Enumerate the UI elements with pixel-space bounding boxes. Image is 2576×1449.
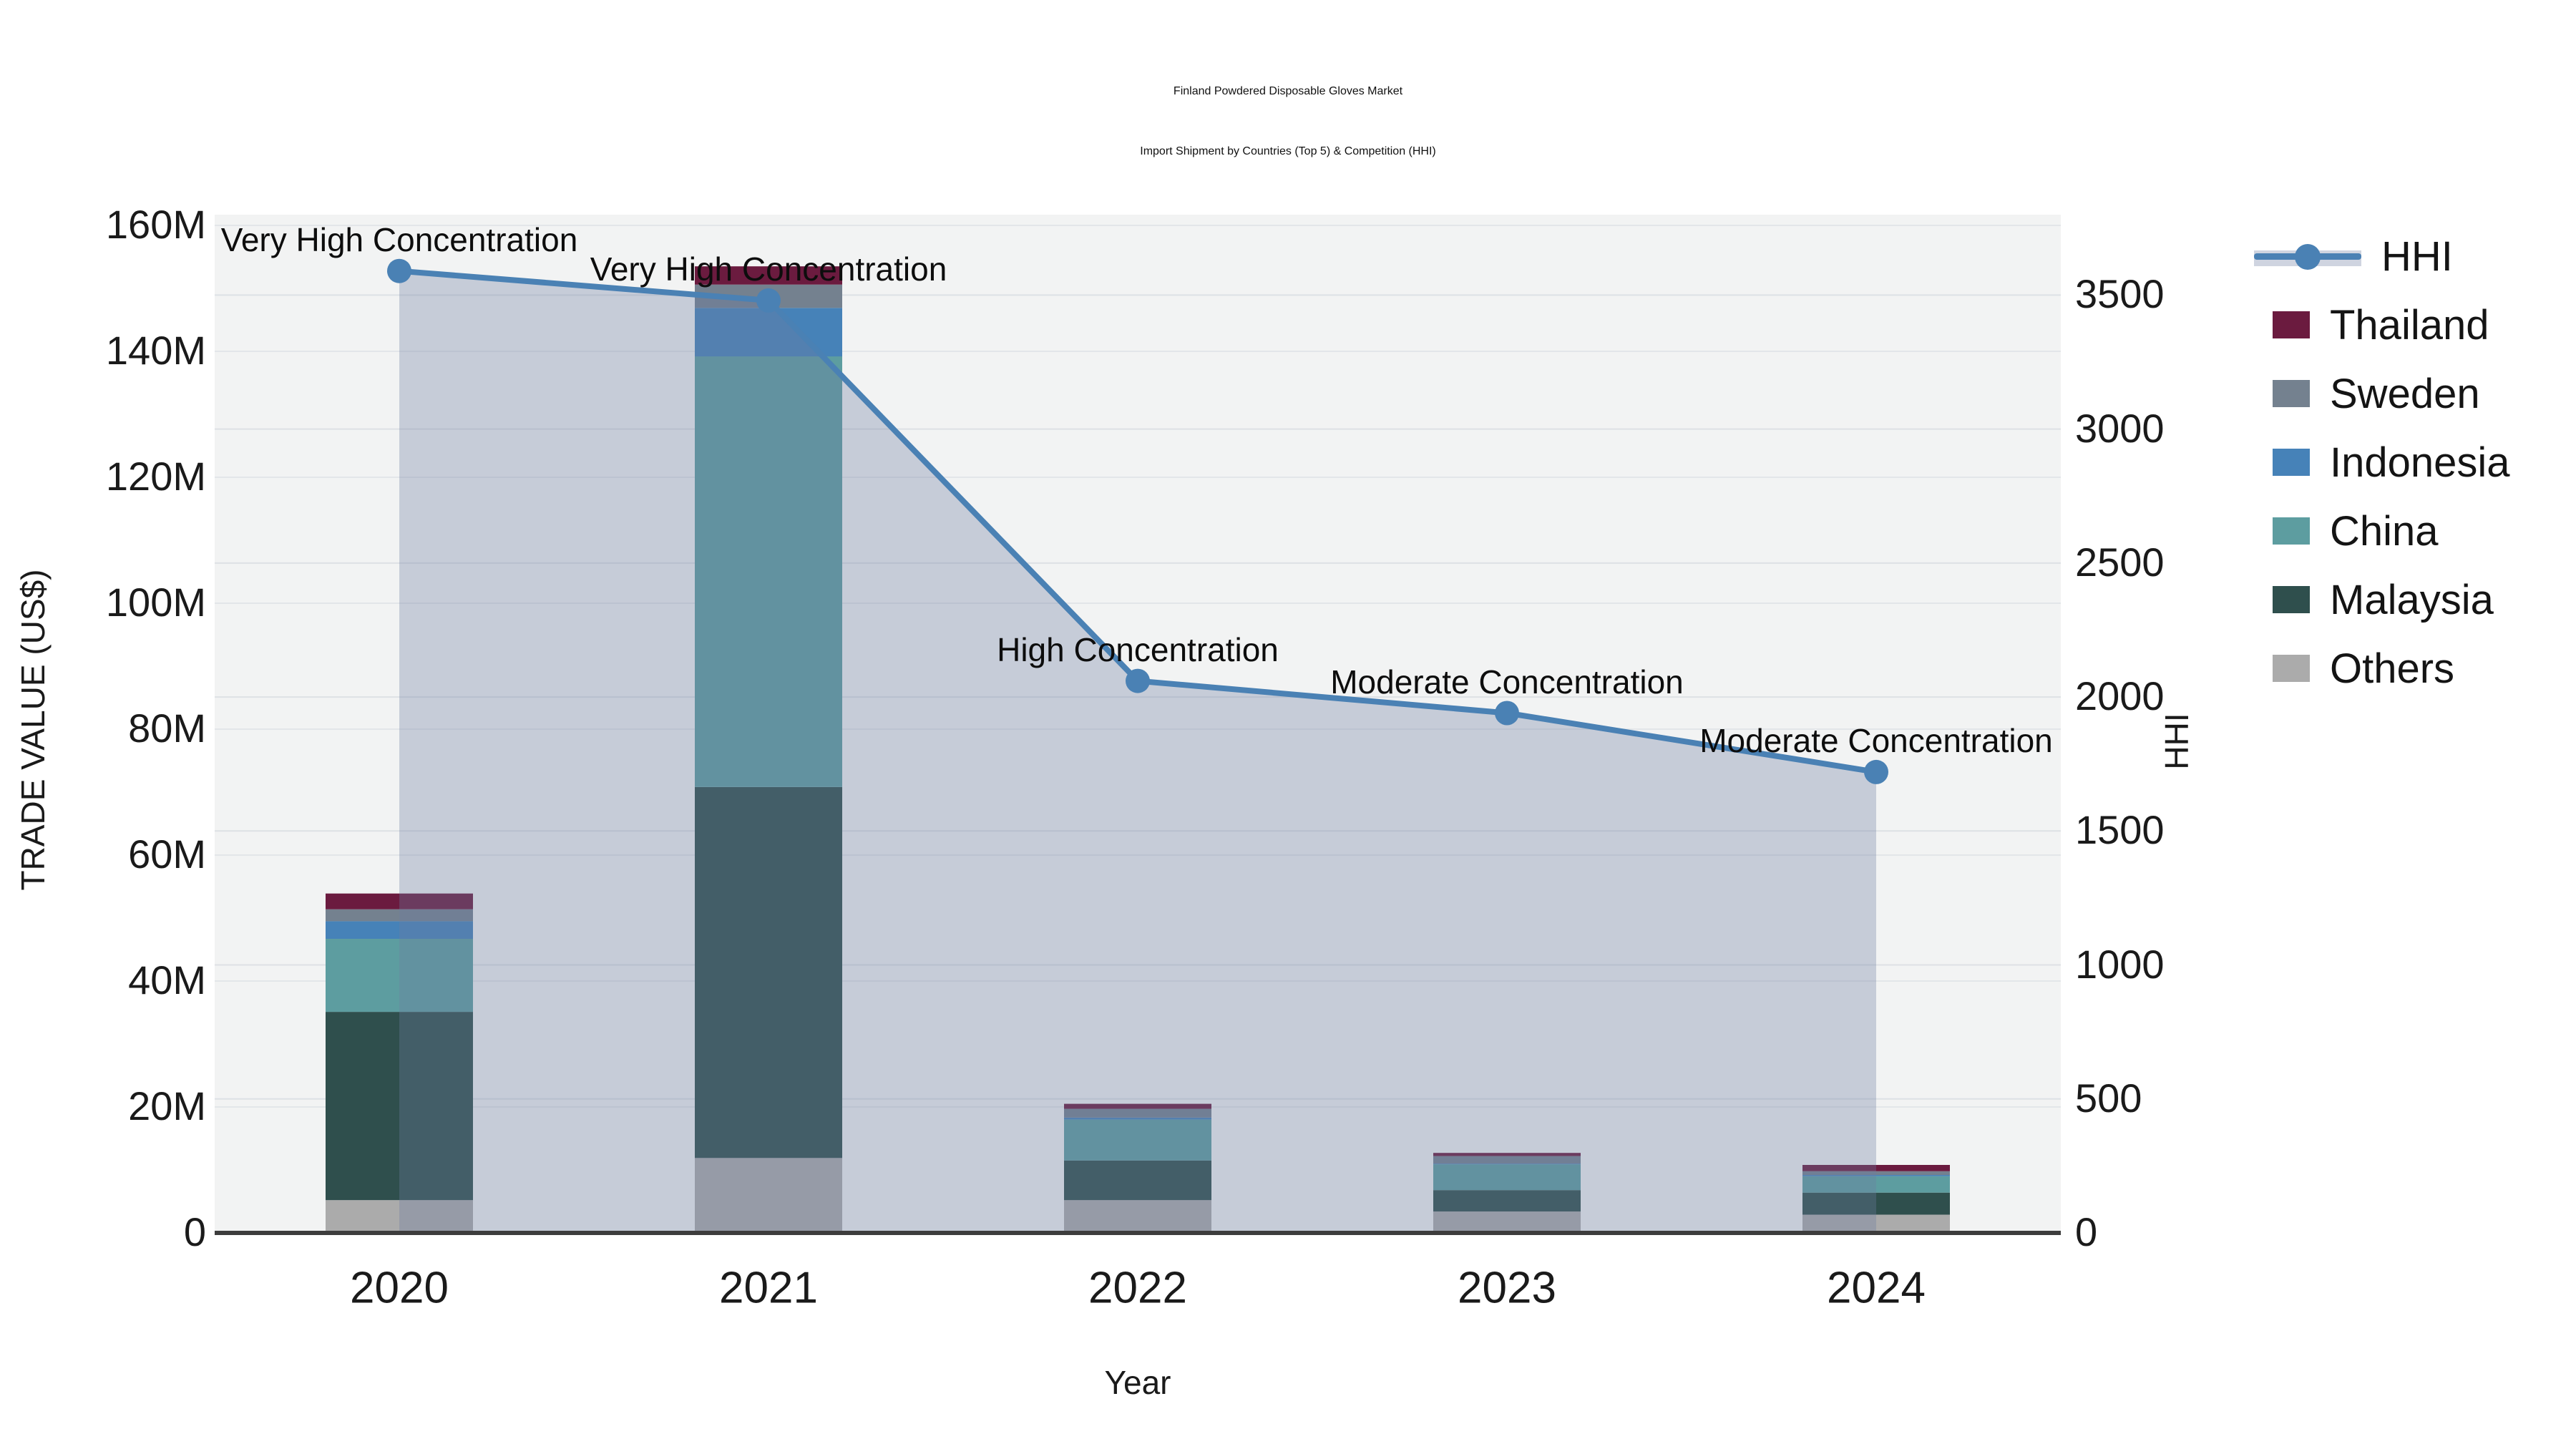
legend-swatch-china	[2273, 517, 2310, 545]
bar-segment-thailand-2022[interactable]	[1064, 1103, 1211, 1109]
legend-label: Others	[2330, 645, 2455, 692]
hhi-marker-2022[interactable]	[1126, 668, 1150, 693]
chart-title-line2: Import Shipment by Countries (Top 5) & C…	[1140, 145, 1436, 157]
y-left-tick: 80M	[128, 706, 206, 751]
bar-segment-malaysia-2021[interactable]	[695, 787, 842, 1158]
bar-segment-sweden-2022[interactable]	[1064, 1108, 1211, 1118]
chart-title-line1: Finland Powdered Disposable Gloves Marke…	[1173, 85, 1403, 97]
hhi-legend-sample	[2254, 242, 2361, 270]
annotation-2023: Moderate Concentration	[1330, 663, 1684, 701]
hhi-marker-2021[interactable]	[756, 288, 781, 313]
legend-swatch-malaysia	[2273, 586, 2310, 613]
y-right-tick: 3000	[2075, 405, 2165, 451]
y-right-tick: 2500	[2075, 539, 2165, 585]
legend-label: Malaysia	[2330, 576, 2494, 623]
y-left-tick: 100M	[105, 580, 206, 625]
bar-segment-china-2024[interactable]	[1802, 1176, 1950, 1193]
legend-label: Indonesia	[2330, 439, 2510, 486]
annotation-2022: High Concentration	[997, 631, 1279, 668]
y-left-tick: 0	[183, 1209, 206, 1254]
y-right-tick: 2000	[2075, 673, 2165, 719]
bar-segment-indonesia-2022[interactable]	[1064, 1118, 1211, 1120]
bar-segment-malaysia-2022[interactable]	[1064, 1160, 1211, 1201]
legend-item-malaysia[interactable]: Malaysia	[2273, 577, 2494, 623]
bar-segment-others-2021[interactable]	[695, 1158, 842, 1233]
legend-label: China	[2330, 507, 2439, 555]
bar-segment-china-2021[interactable]	[695, 356, 842, 787]
y-left-tick: 160M	[105, 202, 206, 247]
bar-segment-indonesia-2024[interactable]	[1802, 1175, 1950, 1176]
bar-segment-sweden-2024[interactable]	[1802, 1171, 1950, 1176]
x-tick: 2022	[1088, 1263, 1187, 1313]
legend-swatch-others	[2273, 655, 2310, 682]
bar-segment-thailand-2023[interactable]	[1433, 1153, 1581, 1156]
bar-segment-others-2022[interactable]	[1064, 1200, 1211, 1233]
bar-segment-china-2020[interactable]	[326, 939, 473, 1013]
bar-segment-sweden-2020[interactable]	[326, 909, 473, 922]
legend-item-china[interactable]: China	[2273, 507, 2439, 555]
y-left-tick: 20M	[128, 1083, 206, 1128]
y-right-tick: 1500	[2075, 807, 2165, 853]
bar-segment-indonesia-2023[interactable]	[1433, 1163, 1581, 1165]
bar-segment-thailand-2020[interactable]	[326, 893, 473, 909]
bar-segment-china-2022[interactable]	[1064, 1119, 1211, 1161]
bar-segment-indonesia-2020[interactable]	[326, 921, 473, 939]
y-right-tick: 0	[2075, 1209, 2098, 1254]
x-tick: 2020	[350, 1263, 449, 1313]
x-tick: 2023	[1458, 1263, 1556, 1313]
legend-item-others[interactable]: Others	[2273, 645, 2454, 692]
y-left-tick: 120M	[105, 454, 206, 499]
legend-label: Sweden	[2330, 370, 2480, 417]
y-left-tick: 40M	[128, 957, 206, 1002]
bar-segment-thailand-2021[interactable]	[695, 266, 842, 285]
y-right-tick: 3500	[2075, 271, 2165, 317]
plot-background	[215, 215, 2061, 1233]
y-left-tick: 60M	[128, 831, 206, 877]
bar-segment-malaysia-2023[interactable]	[1433, 1190, 1581, 1212]
legend-item-indonesia[interactable]: Indonesia	[2273, 439, 2510, 486]
bar-segment-thailand-2024[interactable]	[1802, 1165, 1950, 1171]
bar-segment-sweden-2023[interactable]	[1433, 1156, 1581, 1164]
bar-segment-others-2020[interactable]	[326, 1200, 473, 1233]
bar-segment-china-2023[interactable]	[1433, 1164, 1581, 1191]
legend-swatch-sweden	[2273, 380, 2310, 407]
bar-segment-others-2023[interactable]	[1433, 1211, 1581, 1233]
x-tick: 2024	[1827, 1263, 1926, 1313]
bar-segment-others-2024[interactable]	[1802, 1214, 1950, 1234]
x-tick: 2021	[719, 1263, 818, 1313]
y-left-tick: 140M	[105, 328, 206, 373]
bar-segment-malaysia-2020[interactable]	[326, 1012, 473, 1201]
annotation-2021: Very High Concentration	[590, 250, 947, 288]
legend-swatch-indonesia	[2273, 449, 2310, 476]
annotation-2020: Very High Concentration	[220, 221, 578, 258]
legend-item-sweden[interactable]: Sweden	[2273, 371, 2480, 417]
bar-segment-malaysia-2024[interactable]	[1802, 1192, 1950, 1215]
hhi-marker-2024[interactable]	[1864, 759, 1888, 784]
hhi-marker-2020[interactable]	[387, 258, 411, 283]
legend-label: HHI	[2381, 233, 2453, 280]
annotation-2024: Moderate Concentration	[1699, 722, 2053, 759]
x-axis-title: Year	[1104, 1364, 1171, 1401]
y-right-tick: 1000	[2075, 941, 2165, 987]
legend-swatch-thailand	[2273, 311, 2310, 338]
legend-item-hhi[interactable]: HHI	[2254, 233, 2453, 280]
hhi-area-fill	[399, 270, 1876, 1234]
legend-label: Thailand	[2330, 301, 2489, 348]
y-right-tick: 500	[2075, 1075, 2142, 1121]
hhi-marker-2023[interactable]	[1495, 701, 1519, 726]
legend-item-thailand[interactable]: Thailand	[2273, 301, 2489, 348]
